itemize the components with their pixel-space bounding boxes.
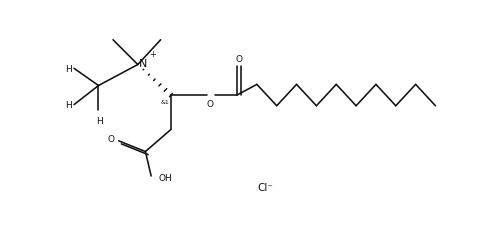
Text: &1: &1 (160, 99, 169, 104)
Text: H: H (65, 101, 72, 110)
Text: N: N (139, 59, 148, 69)
Text: O: O (108, 135, 115, 144)
Text: H: H (96, 116, 103, 125)
Text: O: O (236, 54, 243, 63)
Text: +: + (149, 49, 156, 58)
Text: H: H (65, 64, 72, 74)
Text: OH: OH (159, 174, 173, 183)
Text: Cl⁻: Cl⁻ (258, 183, 274, 192)
Text: O: O (207, 99, 214, 109)
